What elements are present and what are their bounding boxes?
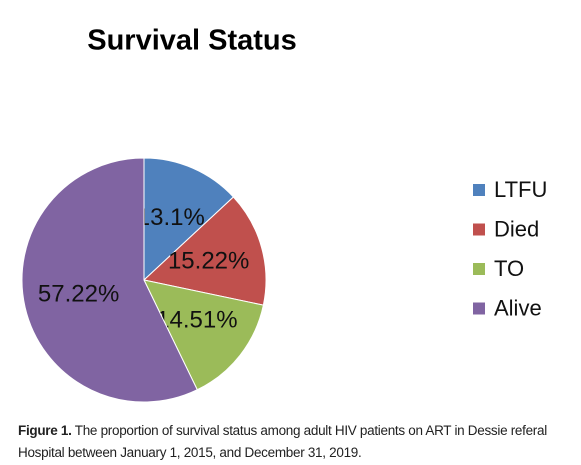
chart: Survival Status 13.1% 15.22% 14.51% 57.22% L…: [21, 25, 547, 403]
caption: Figure 1. The proportion of survival sta…: [18, 420, 574, 464]
legend-label: Alive: [494, 295, 542, 320]
legend-label: LTFU: [494, 177, 547, 202]
chart-title: Survival Status: [87, 25, 297, 57]
pie-slice: [143, 157, 235, 282]
caption-text: The proportion of survival status among …: [18, 423, 547, 460]
data-label: 57.22%: [38, 280, 119, 307]
legend-swatch: [473, 263, 485, 275]
caption-label: Figure 1.: [18, 423, 72, 438]
legend-swatch: [473, 184, 485, 196]
legend-swatch: [473, 302, 485, 315]
data-label: 13.1%: [137, 204, 205, 231]
legend-swatch: [473, 223, 485, 236]
pie-slice: [142, 196, 267, 306]
pie-slice: [21, 157, 198, 403]
data-label: 15.22%: [168, 247, 249, 274]
legend-label: TO: [494, 256, 524, 281]
legend-label: Died: [494, 216, 539, 241]
pie-slice: [143, 279, 264, 391]
data-label: 14.51%: [156, 307, 237, 334]
